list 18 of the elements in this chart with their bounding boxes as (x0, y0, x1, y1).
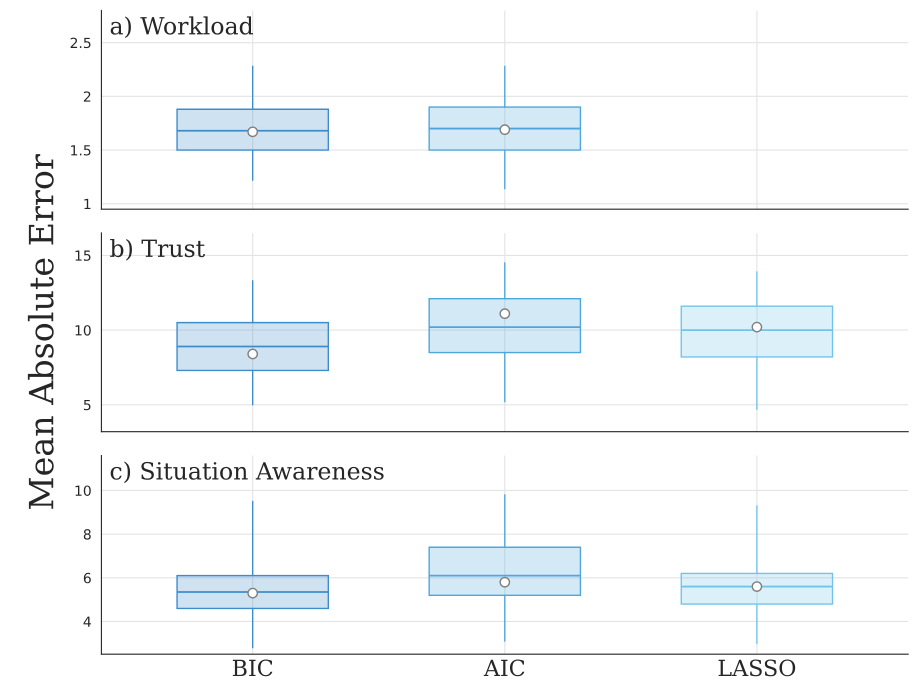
y-tick-label: 8 (84, 529, 91, 540)
x-tick-label: AIC (484, 659, 524, 676)
chart-title: b) Trust (110, 238, 205, 261)
y-tick-label: 4 (84, 616, 91, 627)
x-tick-label: BIC (232, 659, 272, 676)
x-tick-label: LASSO (718, 659, 796, 676)
y-tick-label: 1.5 (71, 145, 90, 156)
y-tick-label: 10 (76, 325, 91, 336)
y-tick-label: 2.5 (70, 38, 90, 48)
y-tick-label: 5 (84, 400, 90, 410)
chart-title: a) Workload (110, 16, 254, 38)
y-tick-label: 6 (84, 572, 91, 584)
chart-title: c) Situation Awareness (110, 461, 384, 484)
y-tick-label: 1 (84, 198, 90, 210)
y-tick-label: 2 (84, 91, 90, 102)
y-tick-label: 10 (76, 485, 91, 496)
y-tick-label: 15 (76, 250, 90, 261)
y-axis-title: Mean Absolute Error (28, 154, 54, 509)
